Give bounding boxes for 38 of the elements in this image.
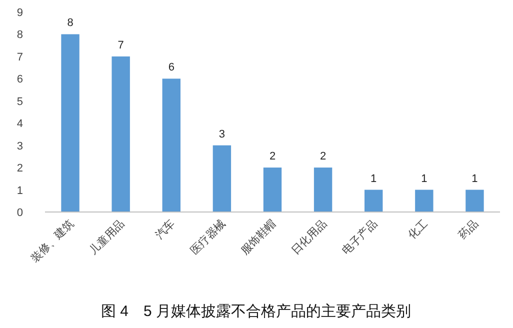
x-tick-label: 医疗器械 [188,216,228,258]
y-tick-label: 5 [16,96,23,108]
bar [415,190,434,212]
x-tick-label: 装修、建筑 [28,216,76,266]
y-tick-label: 4 [16,118,23,130]
x-tick-label: 日化用品 [290,218,330,258]
text: 图 4 5 月媒体披露不合格产品的主要产品类别 [100,303,412,320]
y-tick-label: 0 [16,207,23,219]
data-label: 3 [218,128,226,140]
y-tick-label: 8 [16,29,23,42]
y-tick-label: 7 [16,51,23,64]
x-tick-label: 药品 [456,216,481,242]
bar [112,56,130,212]
bar [364,190,383,212]
y-tick-label: 9 [16,7,23,19]
data-label: 8 [67,17,74,30]
y-tick-label: 1 [16,184,23,197]
data-label: 2 [269,150,276,163]
y-tick-label: 6 [16,74,23,86]
data-label: 7 [118,39,124,52]
y-tick-label: 2 [16,162,23,175]
data-label: 1 [472,172,478,185]
x-tick-label: 化工 [406,218,430,242]
data-label: 6 [168,62,174,74]
bar [466,190,484,212]
x-tick-label: 电子产品 [339,216,380,258]
x-tick-label: 汽车 [152,216,178,242]
bar [263,168,282,212]
data-label: 1 [370,172,377,185]
bar [162,78,180,212]
bar [212,145,232,212]
data-label: 2 [320,150,326,163]
bar [61,34,80,212]
bar [314,168,332,212]
x-tick-label: 儿童用品 [86,216,127,258]
y-tick-label: 3 [16,140,23,152]
data-label: 1 [421,172,428,185]
x-tick-label: 服饰鞋帽 [238,216,279,258]
